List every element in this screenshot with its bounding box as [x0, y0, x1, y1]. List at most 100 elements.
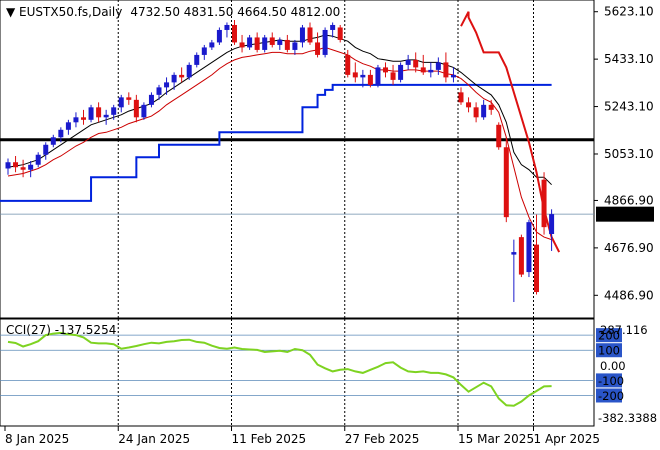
- candle: [428, 62, 434, 78]
- candle: [390, 64, 396, 85]
- candle: [28, 160, 34, 178]
- cci-series: [7, 331, 552, 407]
- candle: [450, 67, 456, 83]
- price-tick-label: 5053.10: [604, 147, 654, 161]
- cci-level-label: 100: [598, 344, 620, 358]
- price-tick-label: 4676.90: [604, 241, 654, 255]
- candle: [254, 32, 260, 53]
- cci-level-label: -100: [598, 374, 624, 388]
- candle: [473, 102, 479, 123]
- candle: [534, 214, 539, 295]
- time-tick-label: 8 Jan 2025: [5, 432, 69, 446]
- time-tick-label: 15 Mar 2025: [458, 432, 534, 446]
- candle: [398, 62, 404, 83]
- candle: [299, 24, 305, 48]
- candle: [96, 102, 102, 123]
- candle: [171, 72, 177, 90]
- candle: [322, 27, 328, 58]
- candle: [209, 39, 215, 50]
- candle: [466, 97, 472, 113]
- time-tick-label: 24 Jan 2025: [118, 432, 190, 446]
- candle: [511, 239, 517, 303]
- cci-axis-max: 287.116: [600, 323, 648, 337]
- candle: [292, 39, 298, 55]
- blue-trend-line: [0, 83, 552, 202]
- chart-header: ▼ EUSTX50.fs,Daily 4732.50 4831.50 4664.5…: [6, 5, 340, 19]
- candle: [360, 69, 366, 88]
- candle: [413, 52, 419, 73]
- ohlc-label: 4732.50 4831.50 4664.50 4812.00: [130, 5, 340, 19]
- candle: [126, 92, 132, 105]
- indicator-panel: [0, 318, 595, 427]
- candle: [232, 19, 237, 45]
- candle: [224, 22, 230, 38]
- candle: [435, 57, 441, 75]
- candle: [43, 142, 49, 160]
- candle: [50, 134, 56, 148]
- candle: [111, 104, 117, 120]
- candle: [262, 34, 268, 53]
- candle: [375, 64, 381, 88]
- candle: [88, 104, 94, 123]
- candle: [488, 99, 494, 115]
- candle: [541, 172, 547, 235]
- cci-axis-min: -382.3388: [598, 411, 657, 425]
- price-tick-label: 5433.10: [604, 52, 654, 66]
- candle: [549, 209, 555, 251]
- candles: [5, 19, 555, 303]
- candle: [420, 54, 426, 75]
- candle: [194, 52, 200, 68]
- candle: [269, 32, 275, 48]
- price-tick-label: 5243.10: [604, 100, 654, 114]
- time-tick-label: 27 Feb 2025: [345, 432, 420, 446]
- candle: [216, 27, 222, 45]
- symbol-label: EUSTX50.fs,Daily: [19, 5, 122, 19]
- candle: [179, 67, 185, 83]
- price-axis: 5623.10 5433.10 5243.10 5053.10 4866.90 4676.…: [594, 5, 654, 302]
- candle: [186, 62, 192, 80]
- time-tick-label: 1 Apr 2025: [534, 432, 601, 446]
- candle: [277, 37, 283, 50]
- candle: [443, 52, 449, 83]
- current-price-tag: 4812.00: [596, 206, 654, 222]
- candle: [73, 112, 79, 128]
- candle: [13, 156, 19, 173]
- candle: [367, 69, 373, 88]
- current-price-value: 4812.00: [600, 208, 650, 222]
- time-tick-label: 11 Feb 2025: [232, 432, 307, 446]
- candle: [20, 159, 26, 178]
- red-stop-line: [460, 11, 561, 253]
- candle: [5, 158, 11, 175]
- candle: [405, 54, 411, 70]
- candle: [65, 119, 71, 135]
- candle: [148, 92, 154, 108]
- candle: [330, 22, 336, 38]
- candle: [247, 34, 253, 50]
- candle: [352, 62, 358, 83]
- candle: [315, 32, 321, 58]
- candle: [526, 219, 532, 278]
- cci-level-label: 0.00: [600, 359, 626, 373]
- candle: [481, 99, 487, 120]
- candle: [201, 44, 207, 60]
- candle: [133, 94, 139, 123]
- cci-line: [7, 331, 552, 407]
- candle: [284, 34, 290, 53]
- candle: [345, 49, 351, 78]
- price-tick-label: 4866.90: [604, 193, 654, 207]
- candle: [518, 234, 524, 278]
- cci-level-label: -200: [598, 389, 624, 403]
- candle: [503, 137, 509, 223]
- candle: [337, 24, 343, 43]
- candle: [156, 84, 162, 100]
- candle: [458, 87, 464, 105]
- price-tick-label: 4486.90: [604, 288, 654, 302]
- candle: [35, 152, 41, 168]
- candle: [496, 122, 502, 150]
- candle: [239, 34, 245, 53]
- candle: [307, 22, 313, 45]
- header-arrow-icon: ▼: [6, 5, 19, 19]
- vertical-grid: [117, 0, 534, 426]
